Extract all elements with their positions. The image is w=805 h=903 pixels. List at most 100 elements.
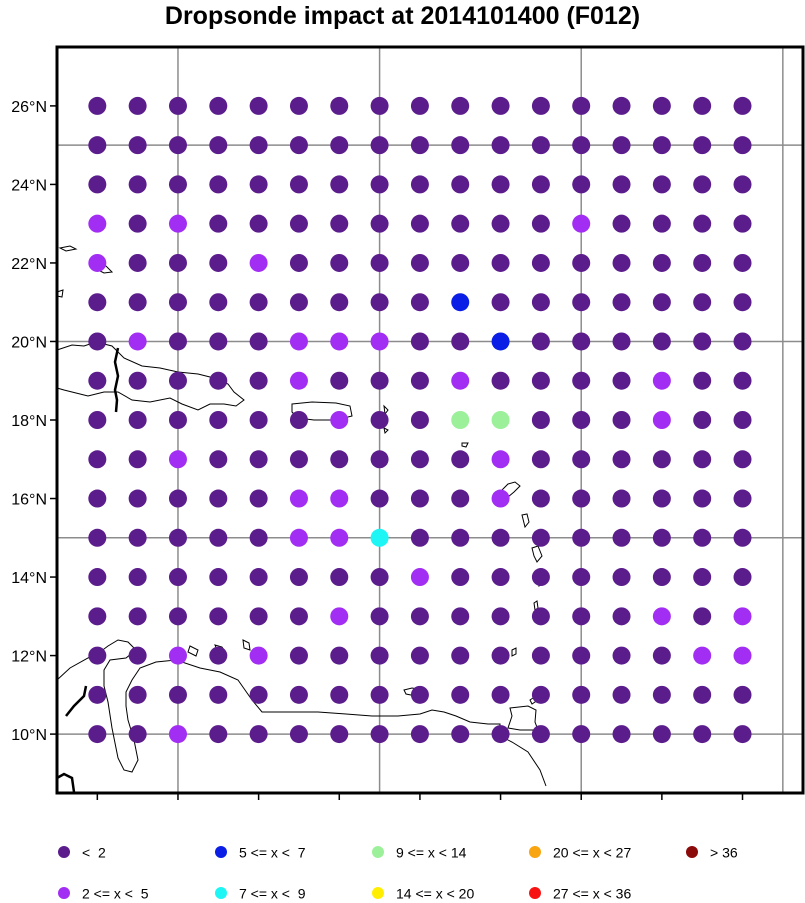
- dropsonde-point: [128, 411, 147, 429]
- dropsonde-point: [88, 214, 107, 233]
- dropsonde-point: [289, 607, 308, 626]
- dropsonde-point: [128, 136, 147, 155]
- dropsonde-point: [128, 450, 147, 469]
- dropsonde-point: [289, 175, 308, 194]
- dropsonde-point: [370, 489, 389, 508]
- dropsonde-point: [733, 175, 752, 194]
- dropsonde-point: [652, 253, 671, 272]
- dropsonde-point: [168, 411, 187, 429]
- dropsonde-point: [289, 332, 308, 351]
- dropsonde-point: [209, 371, 228, 390]
- legend-item: 2 <= x < 5: [58, 882, 149, 902]
- dropsonde-point: [370, 253, 389, 272]
- dropsonde-point: [491, 136, 510, 155]
- dropsonde-point: [370, 568, 389, 587]
- dropsonde-point: [249, 489, 268, 508]
- dropsonde-point: [733, 685, 752, 704]
- dropsonde-point: [652, 489, 671, 508]
- y-tick-label: 10°N: [11, 727, 47, 744]
- dropsonde-point: [88, 568, 107, 587]
- dropsonde-point: [612, 725, 631, 744]
- dropsonde-point: [88, 646, 107, 665]
- legend-label: 7 <= x < 9: [239, 885, 306, 902]
- dropsonde-point: [370, 175, 389, 194]
- legend-swatch: [529, 887, 541, 900]
- dropsonde-point: [733, 214, 752, 233]
- dropsonde-point: [612, 136, 631, 155]
- grenada: [511, 647, 517, 657]
- dropsonde-point: [733, 136, 752, 155]
- dropsonde-point: [572, 607, 591, 626]
- dropsonde-point: [410, 646, 429, 665]
- dropsonde-point: [451, 450, 470, 469]
- dropsonde-point: [451, 175, 470, 194]
- dropsonde-point: [88, 371, 107, 390]
- dropsonde-point: [370, 96, 389, 115]
- dropsonde-point: [531, 489, 550, 508]
- dropsonde-point: [652, 411, 671, 429]
- dropsonde-point: [451, 253, 470, 272]
- dropsonde-point: [491, 450, 510, 469]
- dropsonde-point: [330, 450, 349, 469]
- dropsonde-point: [370, 607, 389, 626]
- legend-swatch: [58, 846, 70, 859]
- dropsonde-point: [88, 253, 107, 272]
- dropsonde-point: [128, 253, 147, 272]
- dropsonde-point: [612, 411, 631, 429]
- dropsonde-point: [572, 725, 591, 744]
- dropsonde-point: [491, 725, 510, 744]
- dropsonde-point: [491, 332, 510, 351]
- dropsonde-point: [289, 96, 308, 115]
- islet-4: [383, 404, 389, 416]
- dropsonde-point: [128, 214, 147, 233]
- dropsonde-point: [410, 607, 429, 626]
- legend-swatch: [215, 887, 227, 900]
- dropsonde-point: [572, 332, 591, 351]
- legend-item: 9 <= x < 14: [372, 841, 466, 861]
- y-tick-label: 20°N: [11, 334, 47, 351]
- dropsonde-point: [289, 293, 308, 312]
- dropsonde-point: [572, 293, 591, 312]
- legend-item: < 2: [58, 841, 106, 861]
- dropsonde-point: [693, 646, 712, 665]
- dropsonde-point: [652, 293, 671, 312]
- islet-3: [56, 289, 64, 298]
- dominica: [521, 513, 530, 529]
- dropsonde-point: [410, 568, 429, 587]
- legend-swatch: [215, 846, 227, 859]
- dropsonde-point: [693, 136, 712, 155]
- dropsonde-point: [491, 293, 510, 312]
- map-plot: 72°W70°W68°W66°W64°W62°W60°W58°W56°W 10°…: [11, 45, 805, 800]
- dropsonde-point: [330, 489, 349, 508]
- dropsonde-point: [612, 96, 631, 115]
- dropsonde-point: [168, 96, 187, 115]
- dropsonde-point: [88, 175, 107, 194]
- y-tick-label: 24°N: [11, 177, 47, 194]
- dropsonde-point: [330, 175, 349, 194]
- y-tick-label: 26°N: [11, 99, 47, 116]
- dropsonde-point: [128, 175, 147, 194]
- dropsonde-point: [289, 253, 308, 272]
- dropsonde-point: [330, 253, 349, 272]
- dropsonde-point: [572, 136, 591, 155]
- dropsonde-point: [693, 685, 712, 704]
- dropsonde-point: [370, 371, 389, 390]
- dropsonde-point: [168, 489, 187, 508]
- dropsonde-point: [693, 371, 712, 390]
- dropsonde-point: [451, 371, 470, 390]
- dropsonde-point: [572, 685, 591, 704]
- dropsonde-point: [612, 332, 631, 351]
- y-tick-label: 16°N: [11, 492, 47, 509]
- dropsonde-point: [693, 607, 712, 626]
- dropsonde-point: [168, 214, 187, 233]
- dropsonde-point: [410, 332, 429, 351]
- dropsonde-point: [88, 489, 107, 508]
- dropsonde-point: [88, 528, 107, 547]
- y-tick-label: 18°N: [11, 413, 47, 430]
- islet-1: [58, 245, 78, 252]
- dropsonde-point: [693, 450, 712, 469]
- dropsonde-point: [249, 607, 268, 626]
- dropsonde-point: [209, 175, 228, 194]
- dropsonde-point: [733, 607, 752, 626]
- dropsonde-point: [693, 489, 712, 508]
